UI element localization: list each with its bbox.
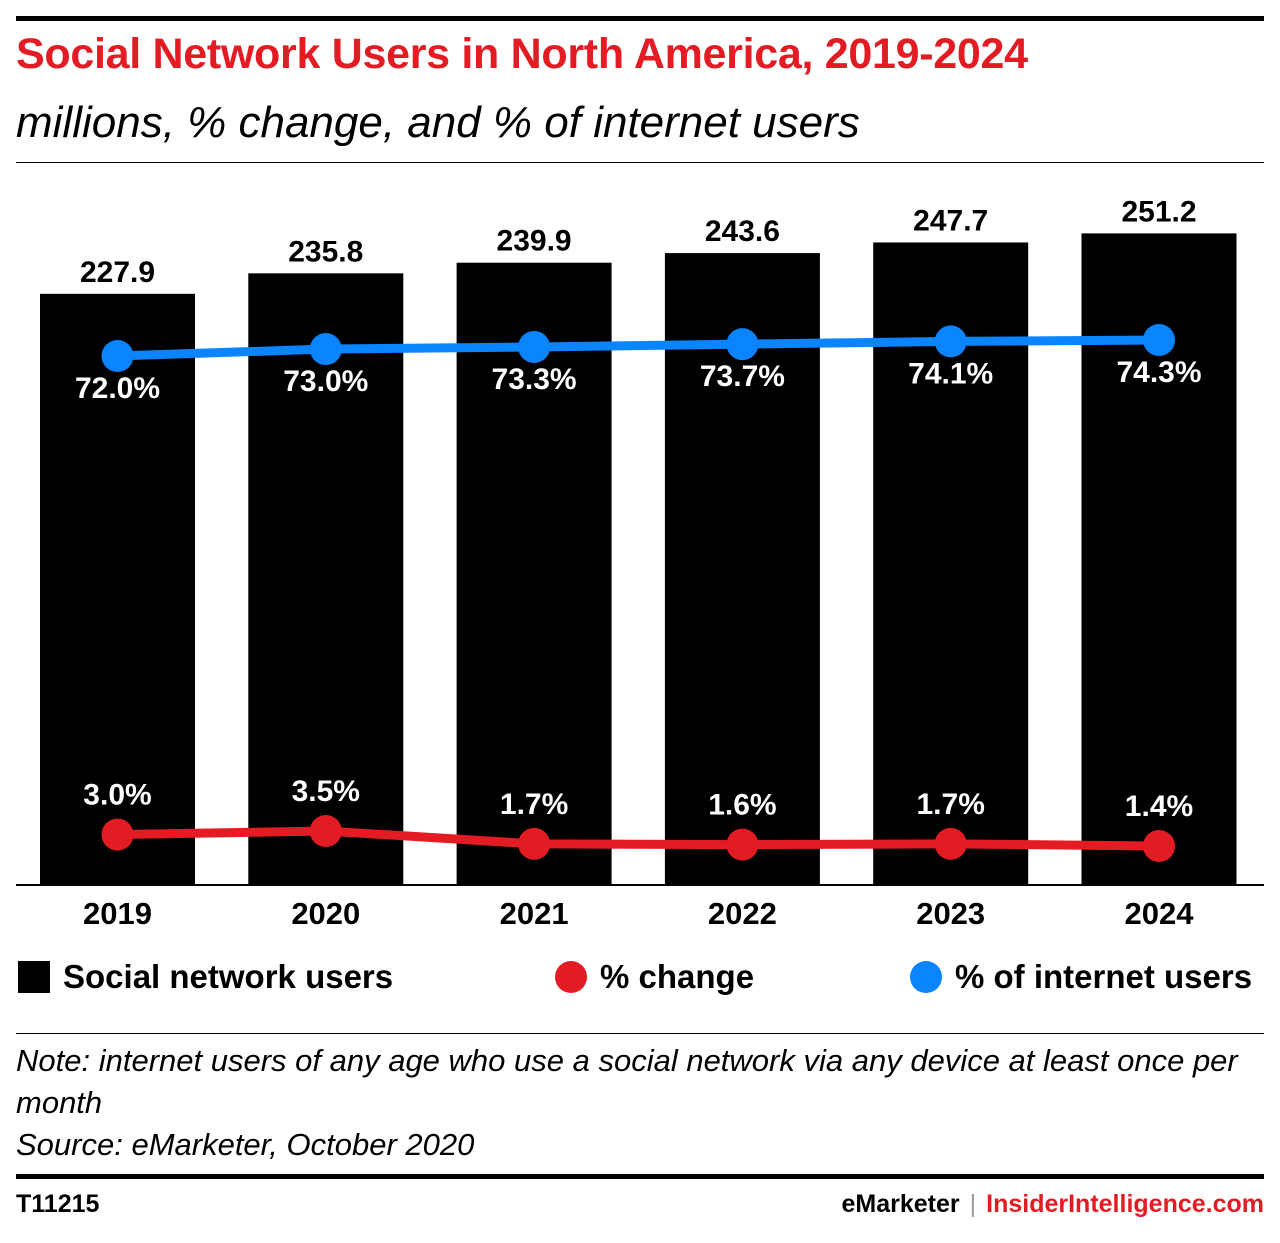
- bar-label-2022: 243.6: [705, 215, 780, 248]
- legend-label-percent-internet-users: % of internet users: [955, 958, 1253, 995]
- share-point-2020: [309, 333, 342, 366]
- legend: Social network users % change % of inter…: [0, 958, 1280, 1002]
- change-label-2024: 1.4%: [1125, 790, 1193, 823]
- brand-emarketer: eMarketer: [841, 1190, 960, 1218]
- change-point-2024: [1143, 830, 1175, 862]
- share-label-2022: 73.7%: [700, 360, 785, 393]
- share-line: [117, 335, 1160, 361]
- legend-swatch-change: [555, 961, 587, 993]
- chart-title: Social Network Users in North America, 2…: [16, 30, 1028, 78]
- share-point-2021: [518, 330, 551, 363]
- x-tick-2021: 2021: [500, 896, 569, 931]
- share-label-2019: 72.0%: [75, 372, 160, 405]
- note-divider: [16, 1033, 1264, 1034]
- bottom-rule: [16, 1174, 1264, 1179]
- change-point-2021: [518, 827, 551, 860]
- bar-label-2019: 227.9: [80, 256, 155, 289]
- change-label-2022: 1.6%: [708, 789, 776, 822]
- bar-label-2021: 239.9: [497, 225, 572, 258]
- change-label-2021: 1.7%: [500, 788, 568, 821]
- legend-item-percent-internet-users: % of internet users: [910, 958, 1252, 996]
- note-text: Note: internet users of any age who use …: [16, 1043, 1238, 1120]
- title-divider: [16, 162, 1264, 163]
- top-rule: [16, 16, 1264, 21]
- share-point-2019: [101, 340, 134, 372]
- bar-2019: [40, 293, 195, 885]
- legend-label-social-network-users: Social network users: [63, 958, 394, 995]
- change-point-2022: [726, 828, 759, 861]
- x-tick-2020: 2020: [291, 896, 360, 931]
- legend-item-percent-change: % change: [555, 958, 754, 996]
- legend-label-percent-change: % change: [600, 958, 755, 995]
- bar-label-2024: 251.2: [1121, 195, 1196, 228]
- change-label-2023: 1.7%: [917, 788, 985, 821]
- share-point-2023: [934, 325, 967, 358]
- bar-2021: [456, 262, 612, 885]
- bar-2020: [248, 273, 404, 885]
- chart-id: T11215: [16, 1190, 100, 1218]
- share-point-2024: [1143, 324, 1175, 356]
- share-label-2021: 73.3%: [492, 363, 577, 396]
- source-text: Source: eMarketer, October 2020: [16, 1127, 475, 1162]
- x-tick-2022: 2022: [708, 896, 777, 931]
- chart-plot: 227.9 2019 235.8 2020 239.9 2021 243.6 2022 247.…: [16, 195, 1264, 931]
- share-point-2022: [726, 328, 759, 361]
- share-label-2023: 74.1%: [908, 357, 993, 390]
- chart-subtitle: millions, % change, and % of internet us…: [16, 98, 860, 147]
- brand-separator: |: [969, 1190, 977, 1218]
- legend-swatch-share: [910, 961, 942, 993]
- brand-site: InsiderIntelligence.com: [986, 1190, 1264, 1218]
- change-label-2019: 3.0%: [83, 779, 151, 812]
- change-point-2023: [934, 827, 967, 860]
- change-label-2020: 3.5%: [292, 775, 360, 808]
- share-label-2024: 74.3%: [1116, 356, 1201, 389]
- chart-note: Note: internet users of any age who use …: [16, 1040, 1256, 1166]
- x-tick-2023: 2023: [916, 896, 985, 931]
- bar-label-2020: 235.8: [288, 235, 363, 268]
- change-point-2020: [309, 815, 342, 847]
- change-line: [117, 826, 1160, 851]
- footer-brand: eMarketer | InsiderIntelligence.com: [842, 1190, 1265, 1219]
- legend-swatch-bar: [18, 961, 50, 993]
- x-tick-2019: 2019: [83, 896, 152, 931]
- share-label-2020: 73.0%: [283, 365, 368, 398]
- bar-label-2023: 247.7: [913, 204, 988, 237]
- legend-item-social-network-users: Social network users: [18, 958, 393, 996]
- x-tick-2024: 2024: [1125, 896, 1195, 931]
- change-point-2019: [101, 818, 134, 851]
